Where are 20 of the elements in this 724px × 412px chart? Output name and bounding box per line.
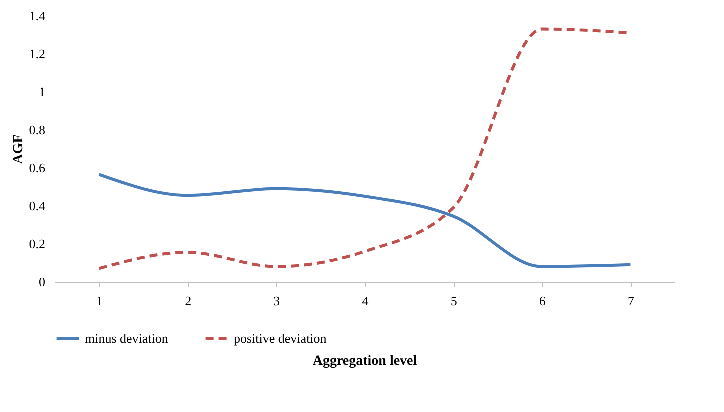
y-tick-label: 0 [39, 274, 46, 290]
x-axis-title: Aggregation level [312, 354, 418, 369]
x-tick-label: 1 [96, 294, 104, 308]
legend-label: positive deviation [234, 331, 328, 346]
y-tick-label: 1 [39, 84, 46, 100]
y-tick-label: 0.4 [29, 198, 46, 214]
x-tick-label: 4 [362, 294, 370, 308]
x-tick-label: 7 [628, 294, 635, 308]
y-tick-label: 1.4 [29, 8, 46, 24]
y-tick-label: 0.2 [29, 236, 46, 252]
x-tick-label: 5 [450, 294, 458, 308]
y-tick-label: 0.6 [29, 160, 46, 176]
y-axis-title: AGF [11, 134, 26, 164]
y-tick-label: 1.2 [29, 46, 46, 62]
line-series [98, 173, 632, 268]
y-tick-label: 0.8 [29, 122, 46, 138]
x-tick-label: 3 [274, 294, 280, 308]
legend-label: minus deviation [85, 331, 169, 346]
x-tick-label: 6 [539, 294, 546, 308]
x-tick-label: 2 [185, 294, 192, 308]
